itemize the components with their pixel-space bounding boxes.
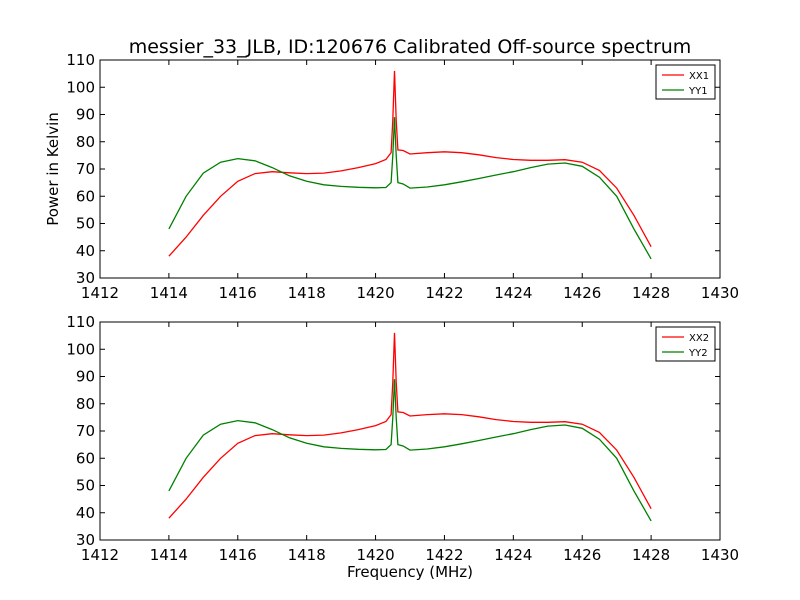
x-tick-label: 1418 — [288, 546, 326, 564]
y-tick-label: 60 — [76, 449, 95, 467]
y-tick-label: 30 — [76, 531, 95, 549]
x-tick-label: 1428 — [632, 546, 670, 564]
y-tick-label: 110 — [66, 51, 95, 69]
legend-box — [655, 64, 716, 100]
y-tick-label: 40 — [76, 242, 95, 260]
legend-box — [655, 326, 716, 362]
legend-label-xx1: XX1 — [689, 71, 709, 82]
x-tick-label: 1430 — [701, 546, 739, 564]
x-axis-label: Frequency (MHz) — [347, 563, 473, 581]
legend-label-yy2: YY2 — [688, 348, 708, 359]
x-tick-label: 1420 — [356, 284, 394, 302]
y-tick-label: 70 — [76, 422, 95, 440]
x-tick-label: 1416 — [219, 546, 257, 564]
y-tick-label: 100 — [66, 340, 95, 358]
top-spectrum-panel: 1412 1414 1416 1418 1420 1422 1424 1426 1428 1430… — [44, 51, 739, 302]
x-tick-label: 1418 — [288, 284, 326, 302]
y-tick-label: 40 — [76, 504, 95, 522]
figure-title: messier_33_JLB, ID:120676 Calibrated Off… — [129, 36, 692, 58]
y-tick-label: 50 — [76, 477, 95, 495]
x-tick-label: 1430 — [701, 284, 739, 302]
series-line-xx2 — [168, 332, 652, 519]
y-tick-label: 90 — [76, 106, 95, 124]
x-tick-label: 1416 — [219, 284, 257, 302]
series-line-xx1 — [168, 70, 652, 257]
legend-label-xx2: XX2 — [689, 333, 709, 344]
x-tick-label: 1422 — [425, 284, 463, 302]
x-tick-label: 1426 — [563, 546, 601, 564]
x-tick-label: 1412 — [81, 546, 119, 564]
y-tick-label: 80 — [76, 133, 95, 151]
y-tick-label: 100 — [66, 78, 95, 96]
y-tick-label: 50 — [76, 215, 95, 233]
series-line-yy2 — [168, 379, 652, 522]
y-tick-label: 80 — [76, 395, 95, 413]
x-tick-label: 1428 — [632, 284, 670, 302]
y-tick-label: 70 — [76, 160, 95, 178]
x-tick-label: 1414 — [150, 546, 188, 564]
series-line-yy1 — [168, 117, 652, 260]
bottom-spectrum-panel: 1412 1414 1416 1418 1420 1422 1424 1426 1428 1430… — [66, 313, 739, 581]
y-tick-label: 60 — [76, 187, 95, 205]
y-tick-label: 110 — [66, 313, 95, 331]
axes-frame — [99, 321, 721, 541]
y-tick-label: 90 — [76, 368, 95, 386]
x-tick-label: 1412 — [81, 284, 119, 302]
x-tick-label: 1420 — [356, 546, 394, 564]
x-tick-label: 1424 — [494, 546, 532, 564]
y-tick-label: 30 — [76, 269, 95, 287]
x-tick-label: 1426 — [563, 284, 601, 302]
y-axis-label: Power in Kelvin — [44, 112, 62, 226]
x-tick-label: 1422 — [425, 546, 463, 564]
legend-label-yy1: YY1 — [688, 86, 708, 97]
x-tick-label: 1424 — [494, 284, 532, 302]
axes-frame — [99, 59, 721, 279]
x-tick-label: 1414 — [150, 284, 188, 302]
